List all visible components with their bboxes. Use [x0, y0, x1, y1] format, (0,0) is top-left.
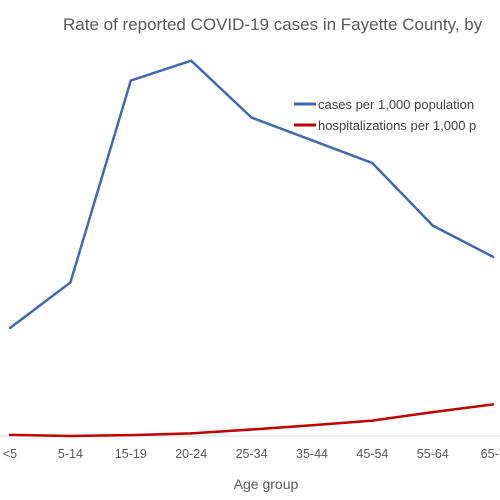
x-tick-label-5-14: 5-14	[58, 447, 83, 461]
legend-label-cases: cases per 1,000 population	[318, 97, 474, 112]
legend: cases per 1,000 population hospitalizati…	[294, 97, 476, 133]
hospitalizations-point-20-24	[190, 432, 193, 435]
cases-point-20-24	[190, 59, 193, 62]
x-tick-label-25-34: 25-34	[236, 447, 268, 461]
x-tick-label-20-24: 20-24	[175, 447, 207, 461]
hospitalizations-point-65-7	[492, 403, 495, 406]
series-line-hospitalizations	[9, 403, 494, 438]
chart-title: Rate of reported COVID-19 cases in Fayet…	[63, 15, 483, 34]
x-tick-label-5: <5	[3, 447, 17, 461]
series-layer	[8, 59, 495, 438]
x-axis-title: Age group	[234, 476, 299, 492]
legend-label-hospitalizations: hospitalizations per 1,000 p	[318, 118, 476, 133]
cases-point-5-14	[69, 281, 72, 284]
cases-point-45-54	[371, 161, 374, 165]
x-tick-label-55-64: 55-64	[417, 447, 449, 461]
hospitalizations-point-5-14	[69, 434, 72, 438]
cases-point-5	[8, 326, 12, 330]
hospitalizations-point-5	[8, 433, 12, 437]
x-tick-label-15-19: 15-19	[115, 447, 147, 461]
cases-point-15-19	[129, 79, 132, 82]
hospitalizations-point-55-64	[431, 410, 434, 414]
hospitalizations-point-15-19	[129, 433, 132, 437]
hospitalizations-point-45-54	[371, 419, 374, 422]
cases-point-35-44	[310, 139, 314, 142]
hospitalizations-point-25-34	[250, 428, 253, 431]
cases-point-55-64	[431, 224, 434, 227]
x-tick-label-35-44: 35-44	[296, 447, 328, 461]
cases-point-25-34	[250, 116, 253, 119]
x-tick-label-45-54: 45-54	[356, 447, 388, 461]
x-tick-label-65-7: 65-7	[481, 447, 500, 461]
cases-point-65-7	[492, 255, 495, 259]
hospitalizations-point-35-44	[310, 424, 314, 427]
x-tick-labels: <5 5-14 15-19 20-24 25-34 35-44 45-54 55-64 65-7	[3, 447, 500, 461]
